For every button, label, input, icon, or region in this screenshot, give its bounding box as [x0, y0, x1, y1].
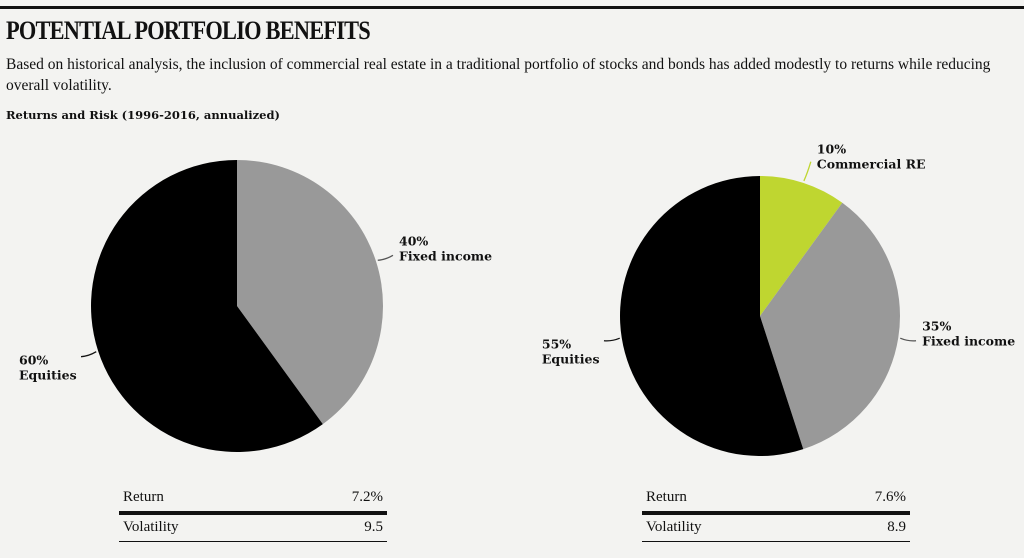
slice-percent-commercial-re: 10%	[817, 142, 846, 157]
top-rule	[0, 6, 1024, 9]
stats-value-volatility: 8.9	[887, 519, 906, 535]
slice-percent-equities: 55%	[542, 337, 571, 352]
slice-percent-fixed-income: 40%	[399, 233, 428, 248]
intro-text: Based on historical analysis, the inclus…	[6, 56, 991, 94]
stats-value-return: 7.6%	[874, 489, 906, 505]
pie-slice-equities	[91, 160, 323, 453]
stats-divider	[119, 511, 387, 515]
slice-label-commercial-re: Commercial RE	[817, 157, 926, 172]
slice-label-fixed-income: Fixed income	[399, 248, 492, 263]
stats-table-current-portfolio: Return 7.2% Volatility 9.5	[119, 485, 387, 542]
stats-row-return: Return 7.2%	[119, 485, 387, 511]
leader-line-fixed-income	[377, 254, 394, 261]
stats-value-volatility: 9.5	[364, 519, 383, 535]
pie-chart-with-commercial-re: 10%Commercial RE 35%Fixed income 55%Equiti…	[542, 142, 1015, 456]
stats-bottom-rule	[119, 541, 387, 542]
pie-chart-current-portfolio: 40%Fixed income 60%Equities	[19, 160, 492, 453]
leader-line-equities	[80, 351, 97, 358]
stats-label-volatility: Volatility	[646, 519, 702, 535]
stats-bottom-rule	[642, 541, 910, 542]
slice-label-fixed-income: Fixed income	[922, 334, 1015, 349]
leader-line-fixed-income	[900, 337, 917, 342]
stats-row-volatility: Volatility 8.9	[642, 515, 910, 541]
pie-slice-fixed-income	[237, 160, 384, 425]
leader-line-commercial-re	[803, 161, 812, 182]
slice-label-equities: Equities	[542, 352, 600, 367]
pie-slice-equities	[620, 176, 804, 456]
slice-percent-fixed-income: 35%	[922, 319, 951, 334]
pie-slice-commercial-re	[760, 176, 843, 316]
section-label: Returns and Risk (1996-2016, annualized)	[6, 108, 280, 122]
stats-label-volatility: Volatility	[123, 519, 179, 535]
slice-percent-equities: 60%	[19, 353, 48, 368]
slice-label-equities: Equities	[19, 368, 77, 383]
stats-divider	[642, 511, 910, 515]
pie-slice-fixed-income	[760, 202, 900, 450]
leader-line-equities	[603, 337, 620, 342]
stats-row-return: Return 7.6%	[642, 485, 910, 511]
stats-value-return: 7.2%	[351, 489, 383, 505]
stats-row-volatility: Volatility 9.5	[119, 515, 387, 541]
stats-label-return: Return	[123, 489, 164, 505]
page-title: POTENTIAL PORTFOLIO BENEFITS	[6, 16, 371, 45]
stats-table-with-commercial-re: Return 7.6% Volatility 8.9	[642, 485, 910, 542]
stats-label-return: Return	[646, 489, 687, 505]
